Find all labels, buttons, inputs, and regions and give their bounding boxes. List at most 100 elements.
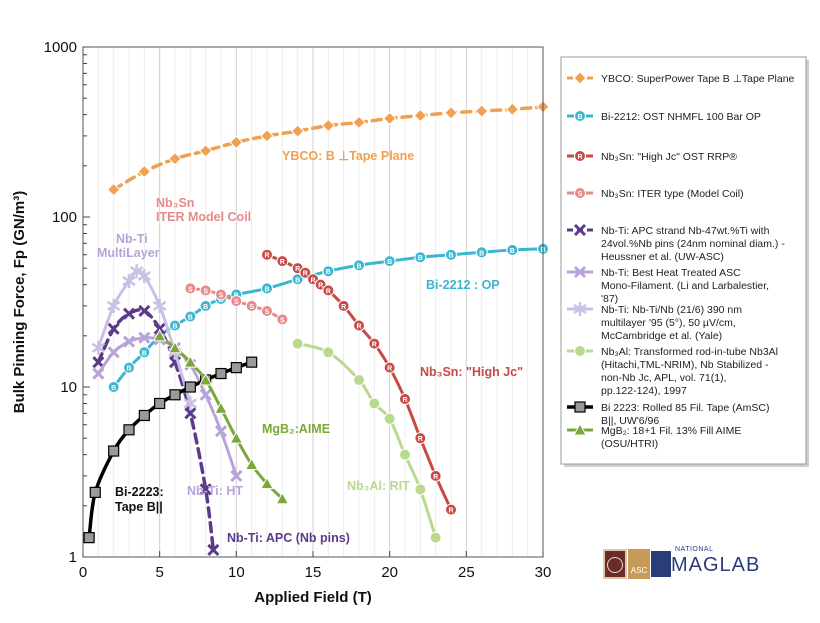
series-layer: BBBBBBBBBBBBBBBBBBBRRRRRRRRRRRRRRRSSSSSS… <box>83 100 550 557</box>
data-point-letter: R <box>264 253 269 260</box>
data-point-letter: B <box>295 277 300 284</box>
data-point <box>337 299 350 312</box>
data-point-letter: B <box>172 324 177 331</box>
annotation-label: Nb₃Sn: "High Jc" <box>420 365 523 379</box>
legend-label: MgB₂: 18+1 Fil. 13% Fill AIME (OSU/HTRI) <box>601 425 741 450</box>
legend-label: Nb-Ti: Nb-Ti/Nb (21/6) 390 nm multilayer … <box>601 304 742 342</box>
maglab-wordmark: MAGLAB <box>671 554 761 576</box>
data-point <box>322 284 335 297</box>
data-point-letter: B <box>188 314 193 321</box>
legend-entry-6: Nb-Ti: Nb-Ti/Nb (21/6) 390 nm multilayer … <box>567 302 742 342</box>
data-point <box>573 422 587 436</box>
data-point <box>83 532 95 544</box>
data-point-letter: B <box>356 263 361 270</box>
data-point-letter: S <box>265 309 270 316</box>
y-axis-title: Bulk Pinning Force, Fp (GN/m³) <box>11 191 28 414</box>
data-point <box>138 346 151 359</box>
data-point <box>321 118 336 133</box>
data-point <box>573 302 587 316</box>
asc-logo-text: ASC <box>630 566 648 575</box>
data-point-letter: R <box>387 366 392 373</box>
data-point <box>107 381 120 393</box>
series-3: S S S S S S S <box>184 282 289 326</box>
data-point <box>183 355 198 368</box>
asc-logo: ASC <box>628 549 650 579</box>
data-point <box>299 266 312 279</box>
data-point <box>261 304 273 317</box>
university-seal-logo <box>603 549 627 579</box>
data-point <box>89 486 101 498</box>
data-point <box>198 372 213 386</box>
data-point <box>383 412 396 425</box>
annotation-label: Nb-Ti <box>116 232 148 246</box>
data-point <box>261 248 273 261</box>
data-point <box>414 483 427 496</box>
x-axis-title: Applied Field (T) <box>254 589 372 606</box>
data-point <box>214 425 228 438</box>
data-point <box>229 135 244 150</box>
annotation-label: ITER Model Coil <box>156 210 251 224</box>
legend-box <box>560 56 807 465</box>
data-point-letter: R <box>318 283 323 290</box>
data-point-letter: S <box>280 317 285 324</box>
data-point <box>199 299 212 312</box>
legend-label: Nb₃Al: Transformed rod-in-tube Nb3Al (Hit… <box>601 346 778 397</box>
data-point <box>444 106 458 120</box>
data-point <box>276 255 289 268</box>
data-point <box>322 265 335 278</box>
series-9 <box>152 328 290 505</box>
x-tick-label: 5 <box>155 564 163 581</box>
data-point <box>106 182 121 197</box>
annotation-label: Bi-2212 : OP <box>426 278 500 292</box>
legend-label: Bi 2223: Rolled 85 Fil. Tape (AmSC) B||, … <box>601 402 769 427</box>
data-point-letter: R <box>341 304 346 311</box>
data-point <box>474 104 489 118</box>
legend-label: Nb₃Sn: ITER type (Model Coil) <box>601 188 744 200</box>
legend-entry-3: S Nb₃Sn: ITER type (Model Coil) <box>567 187 744 200</box>
data-point <box>122 335 136 348</box>
data-point <box>260 476 274 490</box>
data-point <box>215 288 227 301</box>
data-point-letter: B <box>418 255 423 262</box>
legend-entry-1: B Bi-2212: OST NHMFL 100 Bar OP <box>567 110 761 123</box>
data-point-letter: R <box>310 277 315 284</box>
data-point-letter: R <box>402 397 407 404</box>
data-point <box>505 102 520 117</box>
data-point-letter: R <box>295 266 300 273</box>
legend-entry-9: MgB₂: 18+1 Fil. 13% Fill AIME (OSU/HTRI) <box>567 422 741 450</box>
annotation-label: Tape B|| <box>115 500 163 514</box>
data-point-letter: R <box>326 288 331 295</box>
data-point <box>276 313 289 326</box>
data-point <box>291 337 304 350</box>
data-point <box>91 340 106 355</box>
data-point <box>573 71 587 85</box>
data-point <box>506 243 519 256</box>
data-point <box>353 259 365 272</box>
data-point-letter: R <box>418 436 423 443</box>
annotation-label: Nb-Ti: HT <box>187 484 243 498</box>
data-point-letter: B <box>326 269 331 276</box>
annotation-label: MultiLayer <box>97 246 160 260</box>
legend-entry-2: R Nb₃Sn: "High Jc" OST RRP® <box>567 150 737 163</box>
data-point <box>152 298 167 313</box>
data-point <box>574 110 586 122</box>
data-point <box>138 331 151 344</box>
data-point <box>184 282 197 295</box>
data-point <box>230 362 242 374</box>
legend-label: Bi-2212: OST NHMFL 100 Bar OP <box>601 111 761 123</box>
data-point-letter: R <box>577 154 582 161</box>
maglab-national-text: NATIONAL <box>675 546 714 553</box>
data-point-letter: R <box>356 324 361 331</box>
data-point <box>123 424 135 436</box>
data-point <box>92 356 105 369</box>
data-point <box>574 345 586 357</box>
data-point <box>353 373 365 386</box>
data-point-letter: S <box>234 299 239 306</box>
data-point <box>152 328 167 342</box>
data-point-letter: R <box>372 342 377 349</box>
data-point-letter: S <box>219 293 224 300</box>
data-point <box>184 310 197 323</box>
legend-label: Nb₃Sn: "High Jc" OST RRP® <box>601 151 737 163</box>
data-point <box>399 448 411 461</box>
